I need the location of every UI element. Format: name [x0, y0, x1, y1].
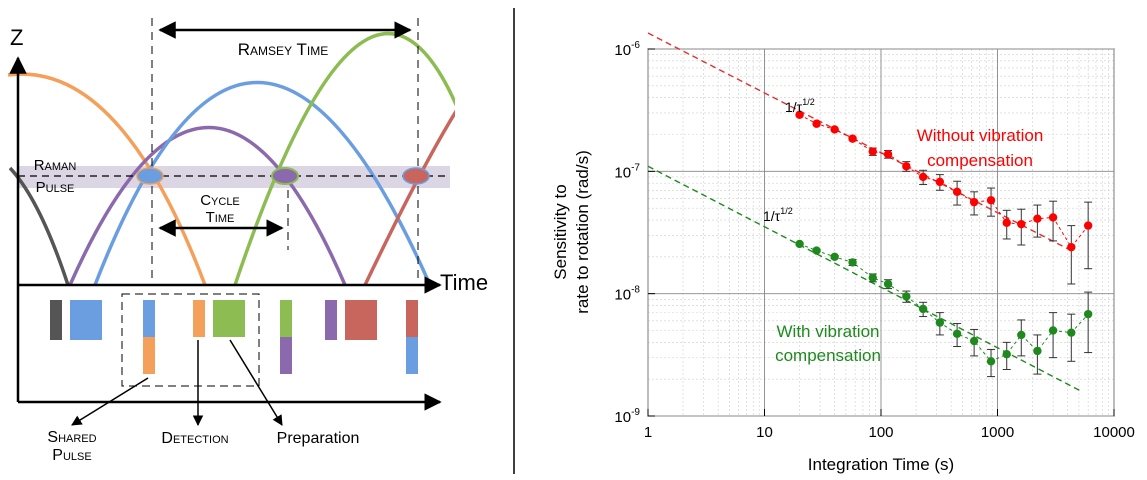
data-point	[952, 187, 962, 197]
data-point	[986, 196, 996, 205]
x-tick-labels: 1 10 100 1000 10000	[644, 424, 1135, 441]
z-axis-label: Z	[10, 25, 23, 50]
green-series-label-line1: With vibration	[777, 322, 880, 341]
y-tick-label: 10-7	[614, 162, 640, 181]
seq-detection-orange	[193, 300, 205, 337]
data-point	[883, 279, 893, 289]
data-point	[795, 110, 804, 119]
data-point	[1083, 221, 1093, 230]
raman-label-line1: Raman	[34, 157, 77, 174]
gray-arc	[8, 166, 70, 285]
preparation-pointer	[229, 339, 283, 426]
seq-red-block	[345, 300, 377, 340]
data-points	[795, 110, 1093, 366]
data-point	[848, 134, 857, 143]
data-point	[969, 336, 979, 346]
data-point	[1048, 213, 1058, 222]
timing-diagram: Z Time Ramsey Time Raman Pulse Cycle Tim…	[7, 18, 488, 464]
red-slope-label: 1/τ1/2	[785, 97, 815, 115]
seq-green-bar	[280, 300, 292, 337]
data-point	[1083, 309, 1093, 319]
seq-red-bar	[406, 300, 418, 337]
preparation-label: Preparation	[277, 430, 360, 447]
data-point	[830, 125, 839, 134]
red-series-label-line1: Without vibration	[917, 126, 1044, 145]
y-tick-labels: 10-9 10-8 10-7 10-6	[614, 40, 640, 426]
data-point	[812, 246, 821, 255]
green-series-label-line2: compensation	[775, 346, 881, 365]
seq-blue-bar	[406, 337, 418, 374]
data-point	[902, 162, 911, 171]
data-point	[1067, 242, 1076, 252]
fit-lines	[647, 32, 1082, 392]
data-point	[1048, 326, 1058, 335]
y-tick-label: 10-8	[614, 285, 640, 304]
raman-pulse-2	[271, 167, 299, 185]
y-tick-label: 10-9	[614, 407, 640, 426]
shared-label-line2: Pulse	[52, 447, 91, 464]
purple-arc	[68, 125, 347, 285]
data-point	[918, 172, 928, 182]
seq-blue-block	[70, 300, 102, 340]
shared-pulse-group	[121, 293, 260, 387]
green-arc	[233, 32, 455, 285]
green-slope-label: 1/τ1/2	[763, 206, 793, 224]
data-point	[935, 318, 945, 327]
axis-ticks	[647, 48, 1115, 417]
data-point	[868, 147, 877, 156]
cycle-label-line2: Time	[206, 209, 235, 226]
data-point	[830, 252, 839, 262]
seq-preparation-green	[213, 300, 245, 337]
data-point	[868, 273, 877, 282]
red-arc	[363, 109, 455, 285]
raman-band	[18, 166, 450, 188]
x-axis-title: Integration Time (s)	[808, 455, 954, 474]
series-line-1	[799, 243, 1089, 362]
data-point	[1002, 218, 1011, 227]
y-tick-label: 10-6	[614, 40, 640, 59]
fit-line-1	[647, 165, 1082, 392]
red-series-label-line2: compensation	[927, 151, 1033, 170]
seq-purple-bar-2	[325, 300, 337, 340]
data-point	[1002, 350, 1011, 359]
data-point	[1067, 328, 1076, 337]
x-tick-label: 1000	[981, 424, 1014, 441]
raman-pulse-3	[402, 167, 430, 185]
data-point	[812, 119, 821, 128]
data-point	[1033, 214, 1042, 223]
blue-arc	[93, 81, 432, 285]
seq-shared-blue	[143, 300, 155, 337]
cycle-label-line1: Cycle	[200, 192, 240, 209]
data-point	[848, 258, 857, 267]
data-point	[1017, 219, 1026, 229]
data-point	[795, 239, 804, 249]
seq-purple-bar	[280, 337, 292, 374]
y-axis-title-line2: rate to rotation (rad/s)	[573, 150, 592, 313]
data-point	[952, 329, 962, 338]
data-point	[918, 304, 928, 314]
y-axis-title-line1: Sensitivity to	[551, 184, 570, 279]
shared-label-line1: Shared	[47, 429, 96, 446]
ramsey-time-label: Ramsey Time	[238, 40, 328, 59]
seq-gray-bar	[50, 300, 62, 340]
raman-pulse-1	[136, 167, 164, 185]
x-tick-label: 1	[644, 424, 652, 441]
raman-label-line2: Pulse	[36, 179, 75, 196]
data-point	[1033, 346, 1042, 356]
data-point	[902, 292, 911, 301]
time-axis-label: Time	[440, 270, 488, 295]
shared-pulse-pointer	[71, 377, 149, 426]
seq-shared-orange	[143, 337, 155, 374]
x-tick-label: 10	[756, 424, 773, 441]
x-tick-label: 10000	[1093, 424, 1135, 441]
data-point	[935, 177, 945, 187]
sensitivity-chart: 1 10 100 1000 10000 10-9 10-8 10-7 10-6 Integra…	[551, 32, 1135, 474]
x-tick-label: 100	[868, 424, 893, 441]
data-point	[969, 197, 979, 207]
data-point	[883, 150, 893, 159]
data-point	[986, 357, 996, 366]
data-point	[1017, 330, 1026, 340]
detection-label: Detection	[161, 430, 228, 447]
